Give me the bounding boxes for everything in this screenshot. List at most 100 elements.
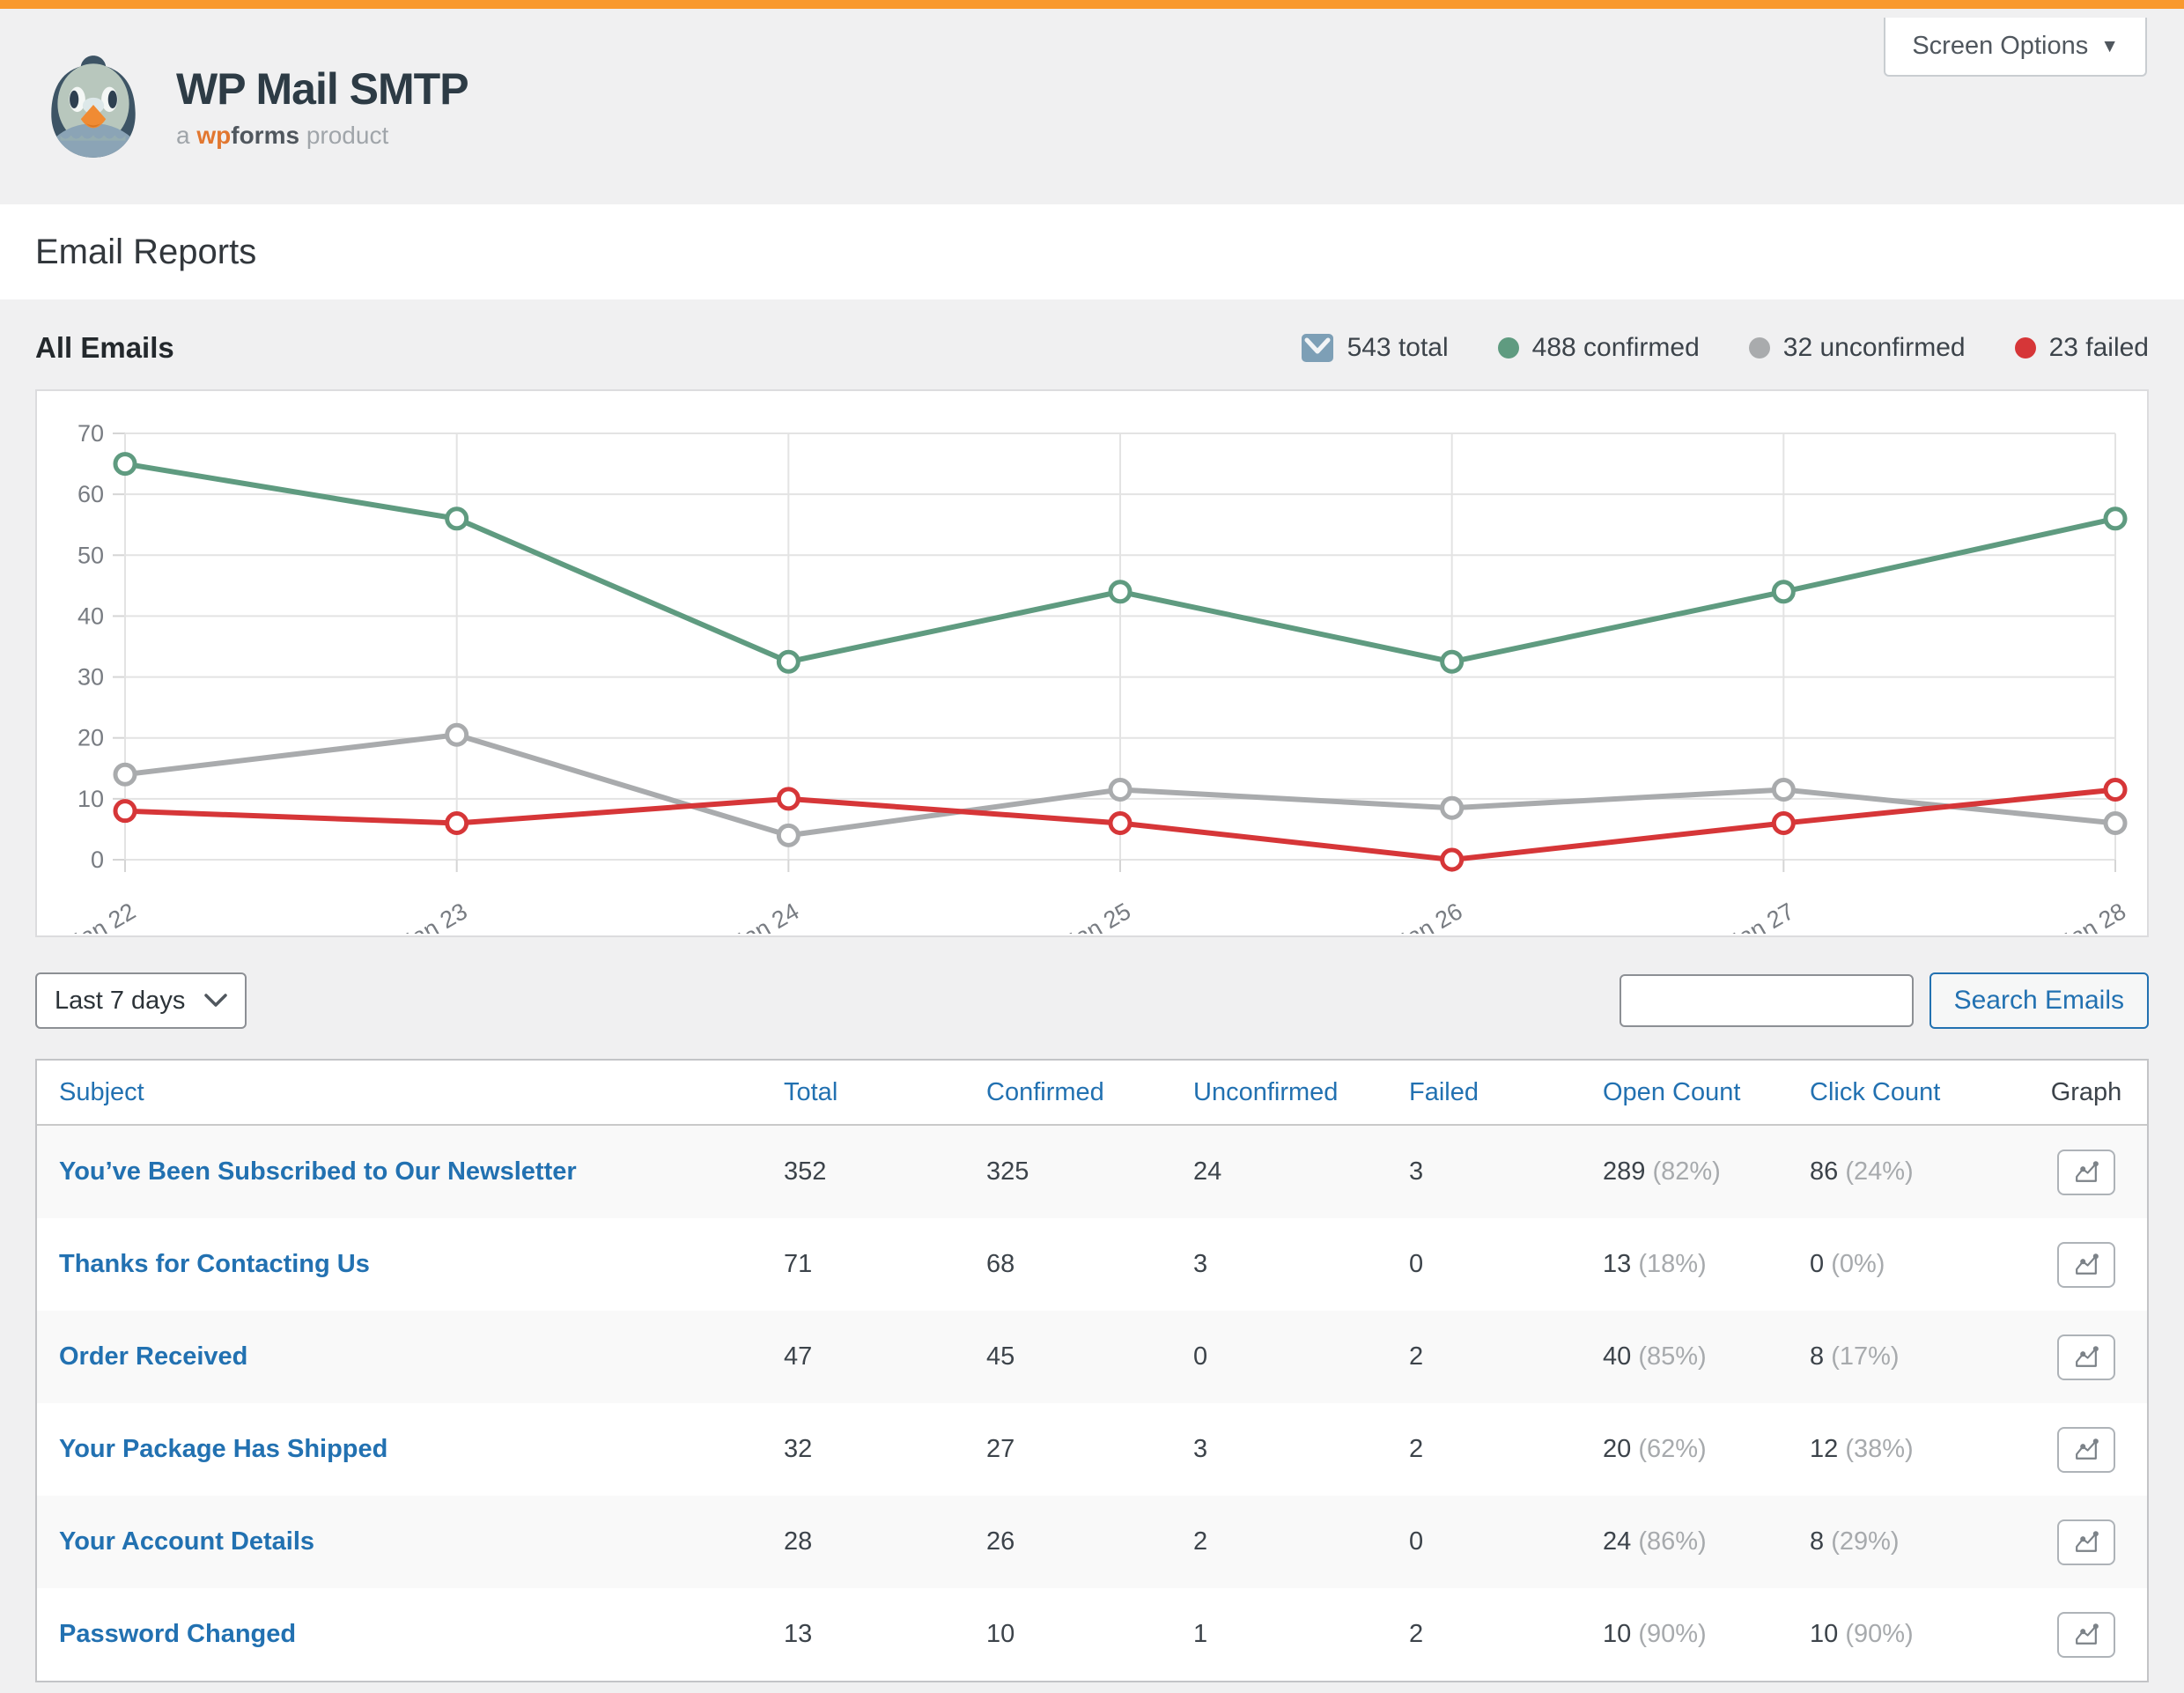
data-point-failed: [2103, 777, 2128, 802]
row-graph-button[interactable]: [2057, 1519, 2115, 1565]
graph-cell: [2025, 1334, 2147, 1380]
row-graph-button[interactable]: [2057, 1334, 2115, 1380]
table-row: Thanks for Contacting Us 71 68 3 0 13 (18%) 0 …: [37, 1218, 2147, 1311]
x-tick-label: Jan 24: [728, 898, 803, 934]
graph-cell: [2025, 1149, 2147, 1195]
chart-legend: 543 total 488 confirmed 32 unconfirmed 2…: [1301, 333, 2149, 363]
click-count-cell: 8 (17%): [1792, 1342, 2025, 1371]
count-percentage: (17%): [1831, 1342, 1900, 1371]
mini-chart-icon: [2076, 1530, 2099, 1552]
app-tagline: a wpforms product: [176, 122, 469, 150]
count-value: 40: [1603, 1342, 1639, 1371]
column-header-unconfirmed[interactable]: Unconfirmed: [1193, 1077, 1339, 1106]
graph-cell: [2025, 1241, 2147, 1288]
confirmed-cell: 10: [986, 1620, 1015, 1648]
main-content: All Emails 543 total 488 confirmed 32 un…: [0, 299, 2184, 1682]
column-header-open-count[interactable]: Open Count: [1603, 1077, 1741, 1106]
date-range-value: Last 7 days: [55, 986, 186, 1015]
mini-chart-icon: [2076, 1160, 2099, 1182]
email-subject-link[interactable]: Order Received: [59, 1342, 248, 1371]
count-value: 8: [1810, 1527, 1832, 1556]
email-subject-link[interactable]: Your Package Has Shipped: [59, 1435, 388, 1463]
tagline-product: product: [299, 122, 389, 149]
search-input[interactable]: [1619, 974, 1914, 1027]
click-count-cell: 10 (90%): [1792, 1620, 2025, 1649]
legend-item-confirmed: 488 confirmed: [1497, 333, 1700, 363]
data-point-unconfirmed: [113, 762, 137, 787]
column-header-total[interactable]: Total: [784, 1077, 838, 1106]
x-tick-label: Jan 27: [1723, 898, 1798, 934]
line-chart-svg: 0 10 20 30 40 50 60 70 Jan 22 Jan 23 Jan 24 Jan 25 J…: [65, 420, 2130, 957]
search-emails-button[interactable]: Search Emails: [1929, 972, 2149, 1029]
unconfirmed-cell: 1: [1193, 1620, 1208, 1648]
data-point-unconfirmed: [1108, 777, 1133, 802]
table-row: Your Package Has Shipped 32 27 3 2 20 (62%) 12…: [37, 1403, 2147, 1496]
subject-cell: Thanks for Contacting Us: [37, 1250, 766, 1279]
legend-item-failed: 23 failed: [2014, 333, 2149, 363]
y-tick-label: 40: [77, 603, 104, 629]
mini-chart-icon: [2076, 1623, 2099, 1645]
app-logo: WP Mail SMTP a wpforms product: [35, 48, 469, 165]
y-tick-label: 70: [77, 420, 104, 447]
total-cell: 47: [784, 1342, 813, 1371]
confirmed-cell: 325: [986, 1157, 1029, 1186]
column-header-confirmed[interactable]: Confirmed: [986, 1077, 1104, 1106]
column-header-failed[interactable]: Failed: [1409, 1077, 1479, 1106]
subject-cell: Order Received: [37, 1342, 766, 1371]
date-range-select[interactable]: Last 7 days: [35, 972, 247, 1029]
email-subject-link[interactable]: Password Changed: [59, 1620, 297, 1648]
tagline-a: a: [176, 122, 197, 149]
count-percentage: (86%): [1638, 1527, 1707, 1556]
x-tick-label: Jan 25: [1060, 898, 1135, 934]
open-count-cell: 24 (86%): [1585, 1527, 1792, 1556]
column-header-click-count[interactable]: Click Count: [1810, 1077, 1941, 1106]
failed-dot-icon: [2014, 337, 2036, 359]
table-header-row: Subject Total Confirmed Unconfirmed Fail…: [37, 1061, 2147, 1126]
table-row: Order Received 47 45 0 2 40 (85%) 8 (17%): [37, 1311, 2147, 1403]
legend-item-unconfirmed: 32 unconfirmed: [1748, 333, 1966, 363]
data-point-failed: [113, 799, 137, 824]
count-value: 86: [1810, 1157, 1846, 1186]
data-point-confirmed: [2103, 506, 2128, 531]
row-graph-button[interactable]: [2057, 1241, 2115, 1288]
total-cell: 352: [784, 1157, 827, 1186]
column-header-subject[interactable]: Subject: [59, 1077, 144, 1106]
email-subject-link[interactable]: Your Account Details: [59, 1527, 315, 1556]
click-count-cell: 8 (29%): [1792, 1527, 2025, 1556]
data-point-unconfirmed: [1440, 795, 1465, 820]
envelope-icon: [1301, 334, 1333, 362]
row-graph-button[interactable]: [2057, 1426, 2115, 1473]
failed-cell: 0: [1409, 1527, 1424, 1556]
data-point-unconfirmed: [776, 823, 801, 847]
count-percentage: (24%): [1845, 1157, 1914, 1186]
data-point-unconfirmed: [445, 722, 469, 747]
data-point-failed: [1440, 847, 1465, 872]
confirmed-cell: 45: [986, 1342, 1015, 1371]
y-tick-label: 60: [77, 481, 104, 507]
subject-cell: Password Changed: [37, 1620, 766, 1649]
logo-text-block: WP Mail SMTP a wpforms product: [176, 63, 469, 150]
open-count-cell: 20 (62%): [1585, 1435, 1792, 1464]
tagline-forms: forms: [231, 122, 300, 149]
count-percentage: (82%): [1652, 1157, 1721, 1186]
unconfirmed-cell: 24: [1193, 1157, 1222, 1186]
row-graph-button[interactable]: [2057, 1611, 2115, 1658]
table-row: You’ve Been Subscribed to Our Newsletter…: [37, 1126, 2147, 1218]
email-subject-link[interactable]: You’ve Been Subscribed to Our Newsletter: [59, 1157, 577, 1186]
confirmed-cell: 68: [986, 1250, 1015, 1278]
email-subject-link[interactable]: Thanks for Contacting Us: [59, 1250, 370, 1278]
count-percentage: (0%): [1831, 1250, 1885, 1278]
app-header: WP Mail SMTP a wpforms product Screen Op…: [0, 9, 2184, 204]
row-graph-button[interactable]: [2057, 1149, 2115, 1195]
unconfirmed-cell: 3: [1193, 1250, 1208, 1278]
open-count-cell: 10 (90%): [1585, 1620, 1792, 1649]
count-percentage: (90%): [1845, 1620, 1914, 1648]
mini-chart-icon: [2076, 1438, 2099, 1460]
data-point-unconfirmed: [2103, 811, 2128, 836]
unconfirmed-cell: 3: [1193, 1435, 1208, 1463]
data-point-unconfirmed: [1771, 777, 1796, 802]
unconfirmed-cell: 0: [1193, 1342, 1208, 1371]
screen-options-button[interactable]: Screen Options ▼: [1884, 18, 2147, 77]
section-title: All Emails: [35, 331, 174, 364]
table-row: Password Changed 13 10 1 2 10 (90%) 10 (90%): [37, 1588, 2147, 1681]
